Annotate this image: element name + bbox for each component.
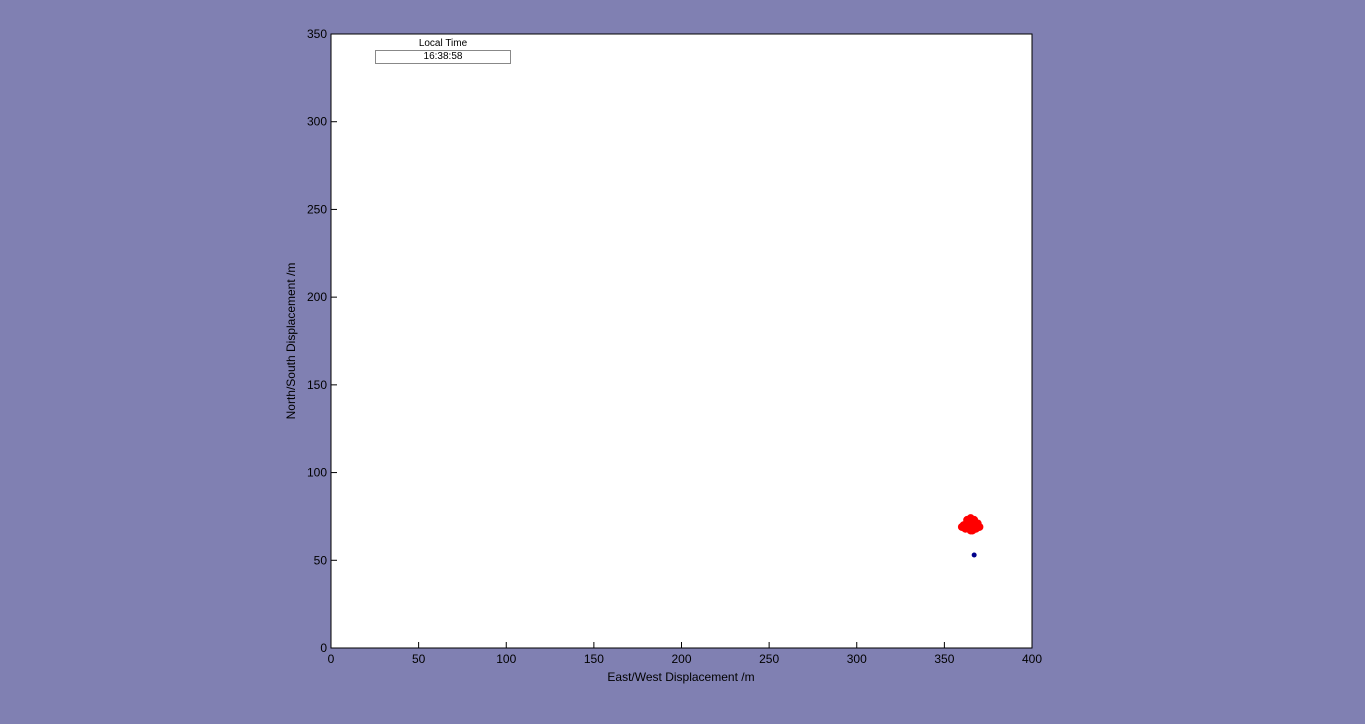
red-data-point (973, 519, 982, 528)
red-data-point (963, 515, 972, 524)
local-time-title: Local Time (418, 38, 468, 49)
x-tick-label: 250 (759, 652, 779, 666)
local-time-panel: Local Time 16:38:58 (375, 37, 511, 64)
red-data-point (957, 522, 966, 531)
y-axis-label: North/South Displacement /m (284, 263, 298, 420)
x-tick-label: 150 (584, 652, 604, 666)
y-tick-label: 250 (307, 202, 327, 216)
y-tick-label: 300 (307, 115, 327, 129)
y-tick-label: 150 (307, 378, 327, 392)
blue-data-point (971, 552, 977, 558)
x-tick-label: 0 (328, 652, 335, 666)
x-tick-label: 300 (847, 652, 867, 666)
y-tick-label: 0 (320, 641, 327, 655)
y-tick-label: 50 (314, 553, 328, 567)
data-points (957, 514, 984, 558)
x-tick-label: 100 (496, 652, 516, 666)
x-tick-label: 400 (1022, 652, 1042, 666)
plot-area (330, 33, 1033, 649)
x-tick-label: 200 (671, 652, 691, 666)
local-time-value: 16:38:58 (375, 50, 511, 64)
y-tick-label: 200 (307, 290, 327, 304)
x-tick-label: 350 (934, 652, 954, 666)
y-tick-label: 350 (307, 27, 327, 41)
y-tick-label: 100 (307, 466, 327, 480)
x-tick-label: 50 (412, 652, 426, 666)
red-data-point (964, 524, 973, 533)
x-axis-label: East/West Displacement /m (607, 670, 754, 684)
y-axis-ticks: 0 50 100 150 200 250 300 350 (307, 27, 337, 655)
x-axis-ticks: 0 50 100 150 200 250 300 350 400 (328, 642, 1042, 666)
